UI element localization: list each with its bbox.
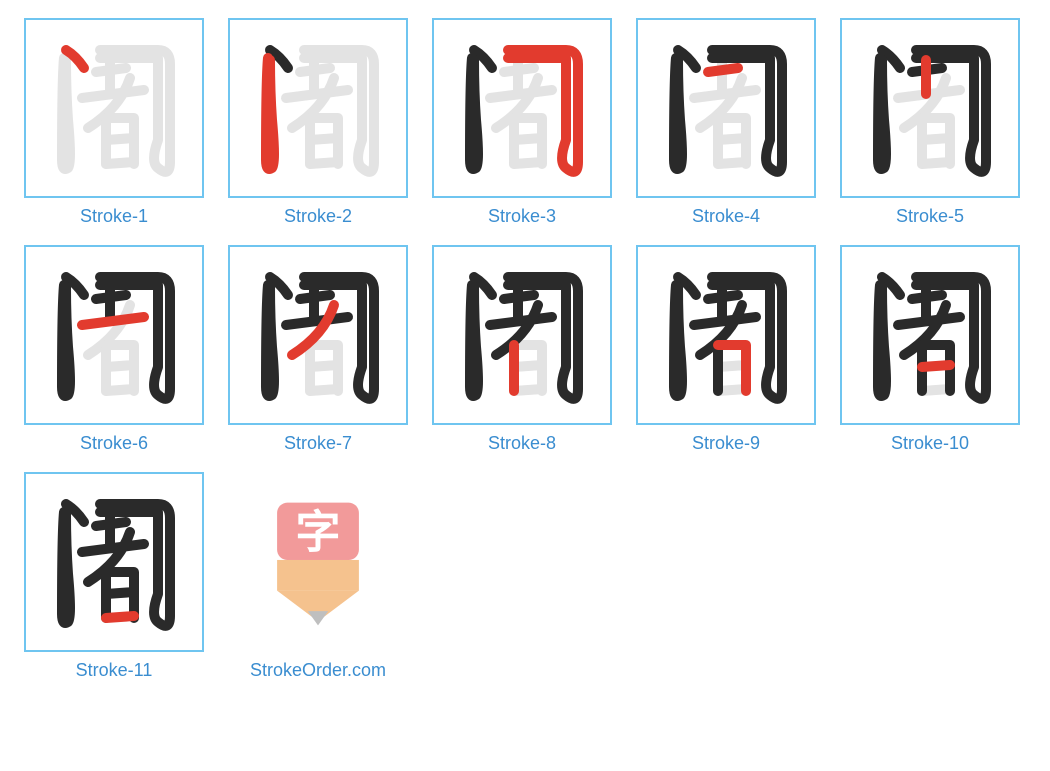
svg-text:字: 字 (295, 507, 340, 558)
stroke-cell: Stroke-2 (228, 18, 408, 227)
stroke-cell: Stroke-10 (840, 245, 1020, 454)
stroke-label: Stroke-1 (80, 206, 148, 227)
stroke-cell: Stroke-8 (432, 245, 612, 454)
stroke-cell: Stroke-9 (636, 245, 816, 454)
stroke-label: Stroke-3 (488, 206, 556, 227)
stroke-label: Stroke-8 (488, 433, 556, 454)
stroke-box (24, 245, 204, 425)
stroke-cell: Stroke-4 (636, 18, 816, 227)
stroke-box (24, 472, 204, 652)
stroke-cell: Stroke-5 (840, 18, 1020, 227)
logo-label: StrokeOrder.com (250, 660, 386, 681)
stroke-box (432, 245, 612, 425)
stroke-cell: Stroke-6 (24, 245, 204, 454)
stroke-box (636, 18, 816, 198)
stroke-box (228, 245, 408, 425)
stroke-box (228, 18, 408, 198)
stroke-cell: Stroke-1 (24, 18, 204, 227)
stroke-cell: Stroke-11 (24, 472, 204, 681)
stroke-box (24, 18, 204, 198)
stroke-label: Stroke-7 (284, 433, 352, 454)
stroke-cell: Stroke-7 (228, 245, 408, 454)
stroke-label: Stroke-5 (896, 206, 964, 227)
stroke-label: Stroke-10 (891, 433, 969, 454)
stroke-label: Stroke-6 (80, 433, 148, 454)
logo-box: 字 (228, 472, 408, 652)
logo-cell: 字 StrokeOrder.com (228, 472, 408, 681)
stroke-box (840, 18, 1020, 198)
stroke-label: Stroke-9 (692, 433, 760, 454)
stroke-grid: Stroke-1 Stroke-2 Stroke-3 Stroke-4 Stro… (24, 18, 1026, 681)
stroke-cell: Stroke-3 (432, 18, 612, 227)
stroke-label: Stroke-4 (692, 206, 760, 227)
stroke-label: Stroke-2 (284, 206, 352, 227)
stroke-box (840, 245, 1020, 425)
stroke-box (432, 18, 612, 198)
stroke-label: Stroke-11 (76, 660, 153, 681)
stroke-box (636, 245, 816, 425)
